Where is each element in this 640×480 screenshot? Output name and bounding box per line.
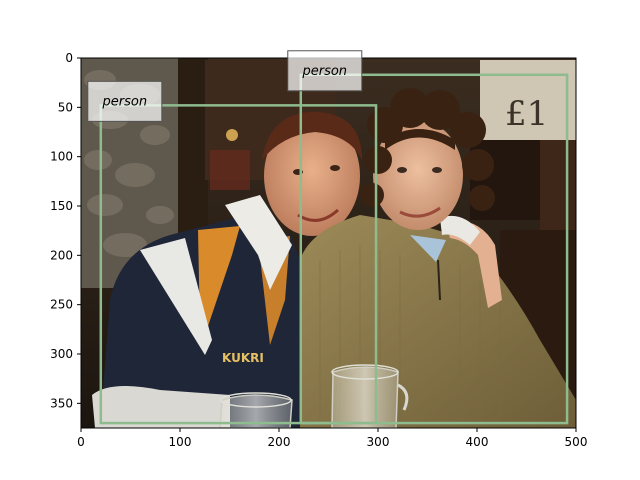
- jersey-text: KUKRI: [222, 351, 264, 365]
- right-person-head: [373, 120, 463, 230]
- y-tick-label: 350: [50, 396, 73, 410]
- x-tick-label: 400: [466, 435, 489, 449]
- y-tick-label: 0: [65, 51, 73, 65]
- y-tick-label: 50: [58, 100, 73, 114]
- y-axis: 0 50 100 150 200 250 300 350: [50, 51, 81, 410]
- x-tick-label: 200: [268, 435, 291, 449]
- detection-box: [299, 73, 569, 425]
- detection-label: person: [102, 94, 148, 109]
- wall-sign: £1: [505, 94, 548, 134]
- detection-box: [99, 104, 378, 425]
- photo: £1 KUKRI: [81, 58, 576, 428]
- y-tick-label: 100: [50, 150, 73, 164]
- y-tick-label: 150: [50, 199, 73, 213]
- x-tick-label: 500: [565, 435, 588, 449]
- y-tick-label: 250: [50, 298, 73, 312]
- y-tick-label: 300: [50, 347, 73, 361]
- detection-label-box: [87, 80, 163, 122]
- detections: person person: [87, 50, 569, 425]
- detection-label: person: [301, 64, 347, 79]
- y-tick-label: 200: [50, 248, 73, 262]
- x-axis: 0 100 200 300 400 500: [77, 428, 587, 449]
- left-person-head: [264, 116, 360, 236]
- x-tick-label: 0: [77, 435, 85, 449]
- detection-label-box: [287, 50, 363, 92]
- x-tick-label: 300: [367, 435, 390, 449]
- x-tick-label: 100: [169, 435, 192, 449]
